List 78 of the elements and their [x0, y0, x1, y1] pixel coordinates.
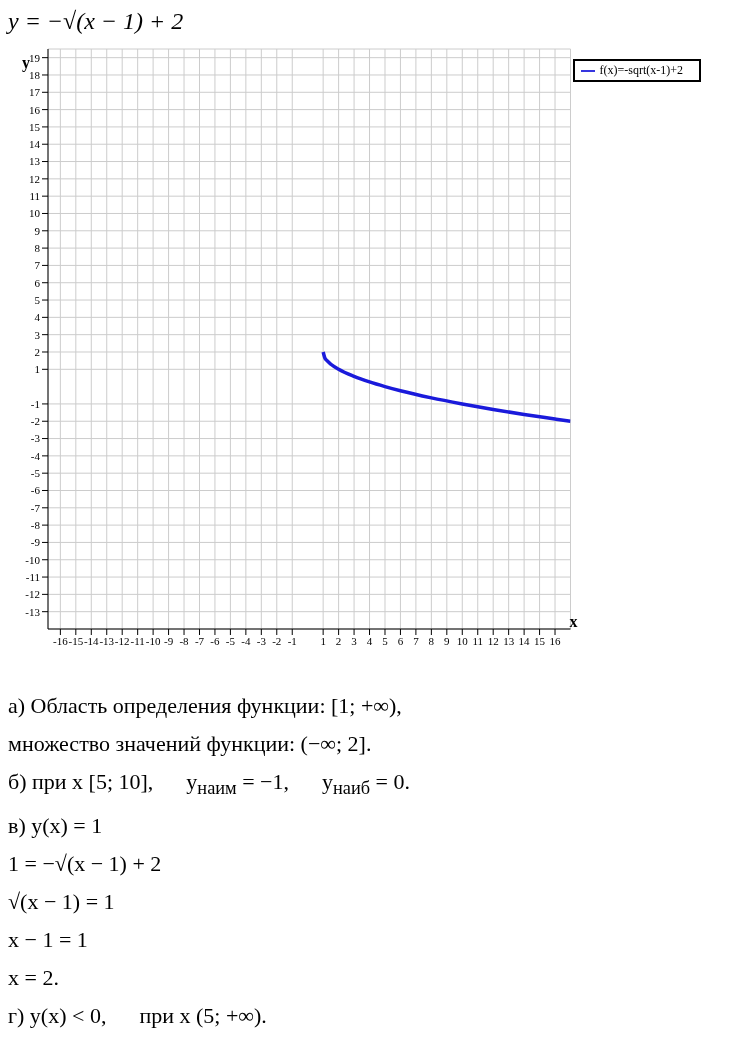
x-tick-label: 4 [366, 634, 373, 647]
y-tick-label: 11 [29, 190, 40, 203]
y-tick-label: -5 [30, 467, 41, 480]
x-tick-label: 1 [320, 634, 326, 647]
x-tick-label: -13 [99, 634, 115, 647]
y-tick-label: -7 [30, 501, 41, 514]
x-tick-label: 3 [351, 634, 358, 647]
x-tick-label: 7 [413, 634, 420, 647]
y-tick-label: -13 [25, 605, 41, 618]
y-axis-title: y [22, 54, 30, 73]
y-tick-label: -2 [30, 415, 40, 428]
x-tick-label: 12 [487, 634, 499, 647]
text: множество значений функции: (−∞; 2]. [8, 730, 373, 758]
text: x = 2. [8, 964, 60, 993]
x-tick-label: -1 [287, 634, 297, 647]
y-tick-label: -4 [30, 449, 41, 462]
legend-label: f(x)=-sqrt(x-1)+2 [599, 63, 683, 77]
y-tick-label: 9 [34, 224, 41, 237]
x-axis-title: x [569, 612, 578, 630]
y-tick-label: 6 [34, 276, 41, 289]
x-tick-label: 11 [472, 634, 484, 647]
x-tick-label: 2 [335, 634, 342, 647]
y-tick-label: -10 [25, 553, 41, 566]
text: 1 = −√(x − 1) + 2 [8, 850, 163, 879]
y-tick-label: 1 [34, 363, 40, 376]
y-tick-label: 19 [29, 51, 41, 64]
x-tick-label: -3 [256, 634, 267, 647]
y-tick-label: 10 [29, 207, 41, 220]
y-tick-label: 5 [34, 293, 41, 306]
y-tick-label: 8 [34, 242, 41, 255]
x-tick-label: -7 [194, 634, 205, 647]
y-tick-label: 4 [34, 311, 41, 324]
y-tick-label: 18 [29, 68, 41, 81]
text: б) при x [5; 10], y$_{наим}$ = −1, y$_{наиб}$ = 0. [8, 768, 412, 801]
x-tick-label: 5 [382, 634, 389, 647]
y-tick-label: -6 [30, 484, 41, 497]
y-tick-label: -1 [30, 397, 40, 410]
y-tick-label: 7 [34, 259, 41, 272]
x-tick-label: -4 [241, 634, 251, 647]
y-tick-label: 15 [29, 120, 41, 133]
text: √(x − 1) = 1 [8, 888, 116, 917]
x-tick-label: -2 [272, 634, 282, 647]
x-tick-label: 6 [397, 634, 404, 647]
y-tick-label: 17 [29, 86, 41, 99]
text: в) y(x) = 1 [8, 812, 104, 841]
x-tick-label: 10 [456, 634, 469, 647]
x-tick-label: -8 [179, 634, 190, 647]
x-tick-label: 9 [444, 634, 451, 647]
y-tick-label: -3 [30, 432, 41, 445]
y-tick-label: -8 [30, 519, 41, 532]
line-series [321, 350, 571, 423]
x-tick-label: 13 [503, 634, 515, 647]
x-tick-label: 15 [534, 634, 546, 647]
y-tick-label: -12 [25, 588, 40, 601]
x-tick-label: -15 [68, 634, 84, 647]
text: x − 1 = 1 [8, 926, 89, 955]
x-tick-label: -10 [145, 634, 161, 647]
y-tick-label: 3 [34, 328, 41, 341]
x-tick-label: 8 [428, 634, 435, 647]
x-tick-label: -11 [130, 634, 145, 647]
x-tick-label: 16 [549, 634, 562, 647]
x-tick-label: -5 [225, 634, 236, 647]
x-tick-label: -16 [53, 634, 69, 647]
y-tick-label: 14 [29, 138, 41, 151]
x-tick-label: 14 [518, 634, 531, 647]
y-tick-label: 12 [29, 172, 40, 185]
x-tick-label: -14 [83, 634, 100, 647]
chart-title: y = −√(x − 1) + 2 [8, 8, 185, 35]
y-tick-label: 13 [29, 155, 41, 168]
x-tick-label: -12 [114, 634, 130, 647]
y-tick-label: -11 [25, 570, 40, 583]
y-tick-label: -9 [30, 536, 41, 549]
text: г) y(x) < 0, при x (5; +∞). [8, 1002, 268, 1031]
text: а) Область определения функции: [1; +∞), [8, 692, 403, 720]
x-tick-label: -9 [163, 634, 174, 647]
y-tick-label: 2 [34, 345, 40, 358]
x-tick-label: -6 [210, 634, 221, 647]
y-tick-label: 16 [29, 103, 41, 116]
